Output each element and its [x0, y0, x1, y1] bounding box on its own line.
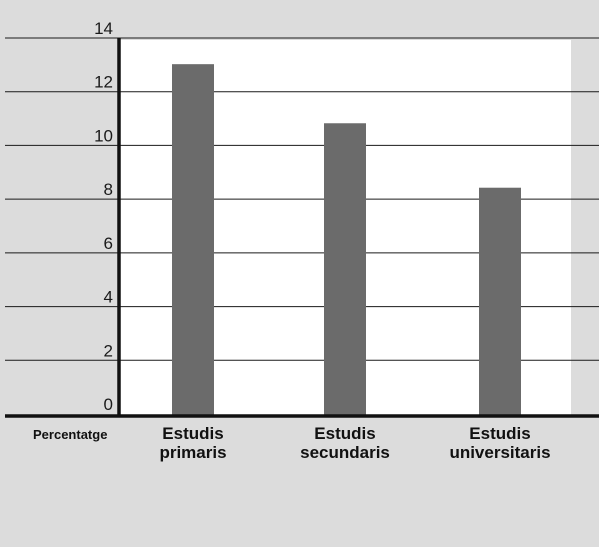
- category-label-line: Estudis: [162, 424, 223, 443]
- y-tick-label: 8: [104, 180, 113, 199]
- category-label-line: secundaris: [300, 443, 390, 462]
- category-label-line: primaris: [159, 443, 226, 462]
- category-label: Estudis secundaris: [300, 424, 390, 462]
- y-tick-label: 0: [104, 395, 113, 414]
- bar: [324, 123, 366, 416]
- y-tick-label: 10: [94, 126, 113, 145]
- bar: [172, 64, 214, 417]
- category-label: Estudis universitaris: [449, 424, 550, 462]
- gridlines: [5, 37, 599, 361]
- y-tick-label: 14: [94, 19, 113, 38]
- y-tick-label: 12: [94, 73, 113, 92]
- bar: [479, 187, 521, 416]
- category-label-line: Estudis: [469, 424, 530, 443]
- y-tick-label: 2: [104, 341, 113, 360]
- y-axis-label: Percentatge: [33, 427, 107, 442]
- bars: [172, 64, 521, 417]
- category-label-line: Estudis: [314, 424, 375, 443]
- category-label-line: universitaris: [449, 443, 550, 462]
- category-label: Estudis primaris: [159, 424, 226, 462]
- y-tick-label: 4: [104, 288, 113, 307]
- y-tick-labels: 0 2 4 6 8 10 12 14: [94, 19, 113, 414]
- y-tick-label: 6: [104, 234, 113, 253]
